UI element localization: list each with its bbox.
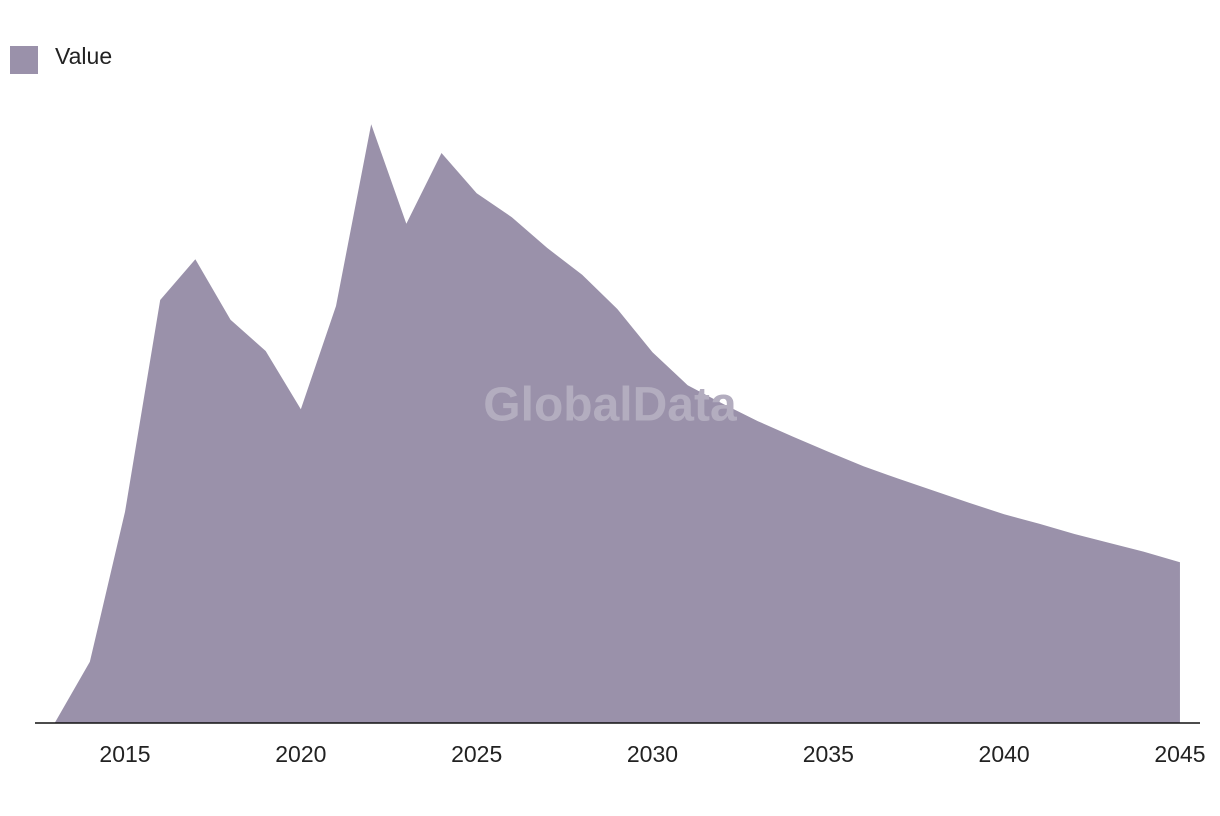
- x-tick-label: 2030: [627, 741, 678, 767]
- x-tick-label: 2040: [979, 741, 1030, 767]
- x-tick-label: 2045: [1154, 741, 1205, 767]
- x-tick-label: 2020: [275, 741, 326, 767]
- watermark: GlobalData: [483, 379, 737, 432]
- x-tick-label: 2015: [99, 741, 150, 767]
- legend-label: Value: [55, 43, 112, 69]
- area: [54, 124, 1180, 723]
- x-tick-label: 2025: [451, 741, 502, 767]
- x-tick-label: 2035: [803, 741, 854, 767]
- legend-swatch: [10, 46, 38, 74]
